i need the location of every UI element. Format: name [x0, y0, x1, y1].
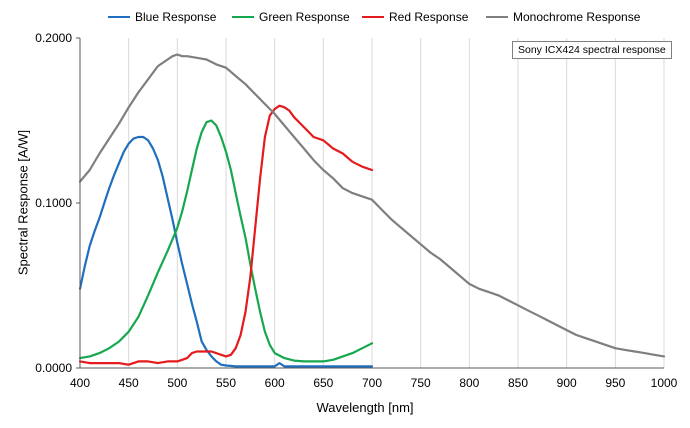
series-line-green: [78, 119, 374, 363]
x-tick-label: 900: [557, 376, 577, 390]
legend-label-blue: Blue Response: [135, 10, 217, 24]
gridlines: [128, 38, 665, 368]
x-tick-label: 600: [265, 376, 285, 390]
legend-swatch-red: [362, 16, 384, 18]
x-tick-label: 850: [508, 376, 528, 390]
series-lines: [78, 53, 666, 368]
x-tick-label: 400: [70, 376, 90, 390]
legend-swatch-green: [232, 16, 254, 18]
x-tick-label: 800: [459, 376, 479, 390]
x-tick-label: 500: [167, 376, 187, 390]
legend-item-green: Green Response: [232, 10, 350, 24]
y-tick-label: 0.1000: [35, 196, 72, 210]
axes: [76, 37, 664, 369]
legend-swatch-blue: [108, 16, 130, 18]
x-axis-title: Wavelength [nm]: [316, 400, 414, 415]
y-tick-label: 0.0000: [35, 361, 72, 375]
x-tick-label: 650: [313, 376, 333, 390]
y-axis-title: Spectral Response [A/W]: [15, 129, 31, 276]
legend-item-blue: Blue Response: [108, 10, 216, 24]
legend: Blue Response Green Response Red Respons…: [0, 10, 690, 30]
legend-label-green: Green Response: [259, 10, 350, 24]
x-tick-label: 700: [362, 376, 382, 390]
legend-item-red: Red Response: [362, 10, 468, 24]
tick-labels: 400 450 500 550 600 650 700 750 800 850 900 950 1000…: [35, 31, 677, 390]
series-line-red: [78, 104, 374, 366]
legend-item-monochrome: Monochrome Response: [486, 10, 640, 24]
x-tick-label: 750: [411, 376, 431, 390]
x-tick-label: 550: [216, 376, 236, 390]
legend-label-monochrome: Monochrome Response: [513, 10, 641, 24]
legend-label-red: Red Response: [389, 10, 469, 24]
series-line-monochrome: [78, 53, 666, 358]
x-tick-label: 450: [119, 376, 139, 390]
legend-swatch-monochrome: [486, 16, 508, 18]
x-tick-label: 1000: [651, 376, 678, 390]
x-tick-label: 950: [605, 376, 625, 390]
chart-annotation: Sony ICX424 spectral response: [512, 41, 672, 59]
series-line-blue: [78, 135, 374, 368]
y-tick-label: 0.2000: [35, 31, 72, 45]
